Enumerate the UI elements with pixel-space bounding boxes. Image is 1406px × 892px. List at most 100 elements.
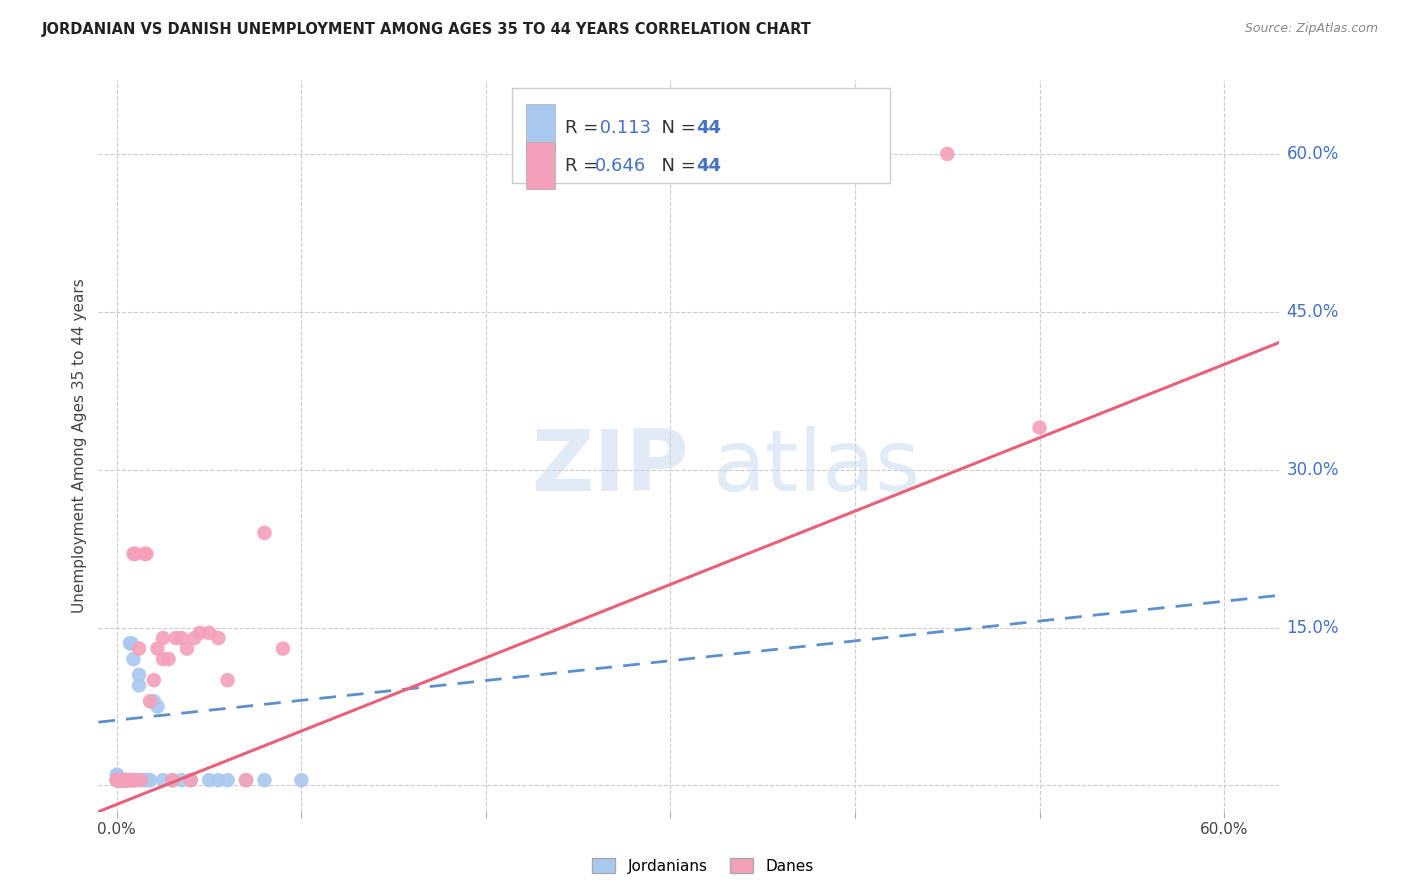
Point [162,773,183,788]
Point [111,773,134,788]
Point [134,773,156,788]
Point [107,773,129,788]
Point [111,773,134,788]
Point [152,631,174,645]
Point [115,773,138,788]
Point [152,773,174,788]
Text: JORDANIAN VS DANISH UNEMPLOYMENT AMONG AGES 35 TO 44 YEARS CORRELATION CHART: JORDANIAN VS DANISH UNEMPLOYMENT AMONG A… [42,22,813,37]
Text: 0.646: 0.646 [595,157,645,175]
Bar [512,87,890,183]
Point [139,694,162,708]
Text: ZIP: ZIP [531,426,689,509]
Point [152,652,174,666]
Point [217,673,239,688]
Point [117,773,139,788]
Point [271,641,294,656]
Point [110,773,132,788]
Point [936,147,959,161]
Point [121,636,143,650]
Point [110,773,132,788]
Text: Source: ZipAtlas.com: Source: ZipAtlas.com [1244,22,1378,36]
Point [128,668,150,682]
Point [128,641,150,656]
Point [124,547,146,561]
Point [121,773,143,788]
Point [105,768,128,782]
Point [128,678,150,692]
Point [142,694,165,708]
Point [188,625,211,640]
Point [118,636,141,650]
Point [157,652,180,666]
Text: N =: N = [650,119,702,136]
Point [105,773,128,788]
Point [105,773,128,788]
Point [115,773,138,788]
Legend: Jordanians, Danes: Jordanians, Danes [586,852,820,880]
Point [176,641,198,656]
Bar [526,103,555,152]
Point [111,773,134,788]
Text: atlas: atlas [713,426,921,509]
Point [110,773,132,788]
Point [107,773,129,788]
Point [122,652,145,666]
Text: 15.0%: 15.0% [1286,618,1339,637]
Point [110,773,132,788]
Point [217,773,239,788]
Point [105,773,128,788]
Point [146,699,169,714]
Text: 44: 44 [696,157,721,175]
Point [135,547,157,561]
Point [107,773,129,788]
Point [124,773,146,788]
Point [112,773,135,788]
Point [170,631,193,645]
Point [235,773,257,788]
Point [110,773,132,788]
Point [121,773,143,788]
Point [115,773,138,788]
Text: 44: 44 [696,119,721,136]
Point [170,773,193,788]
Point [198,625,221,640]
Point [198,773,221,788]
Point [124,773,146,788]
Text: R =: R = [565,157,605,175]
Point [111,773,134,788]
Point [290,773,312,788]
Point [122,547,145,561]
Point [134,547,156,561]
Text: 0.113: 0.113 [595,119,651,136]
Point [142,673,165,688]
Point [135,773,157,788]
Point [110,773,132,788]
Point [105,768,128,782]
Point [124,773,146,788]
Point [105,773,128,788]
Point [115,773,138,788]
Point [107,773,129,788]
Point [129,773,152,788]
Bar [526,142,555,189]
Point [112,773,135,788]
Point [139,773,162,788]
Point [165,631,187,645]
Point [112,773,135,788]
Point [115,773,138,788]
Legend: R =  0.113   N = 44, R = 0.646   N = 44: R = 0.113 N = 44, R = 0.646 N = 44 [567,89,811,164]
Point [146,641,169,656]
Point [118,773,141,788]
Point [180,773,202,788]
Point [162,773,183,788]
Point [1028,420,1050,434]
Point [183,631,205,645]
Point [207,773,229,788]
Point [117,773,139,788]
Point [207,631,229,645]
Point [253,525,276,540]
Text: 60.0%: 60.0% [1286,145,1339,163]
Point [105,773,128,788]
Y-axis label: Unemployment Among Ages 35 to 44 years: Unemployment Among Ages 35 to 44 years [72,278,87,614]
Point [253,773,276,788]
